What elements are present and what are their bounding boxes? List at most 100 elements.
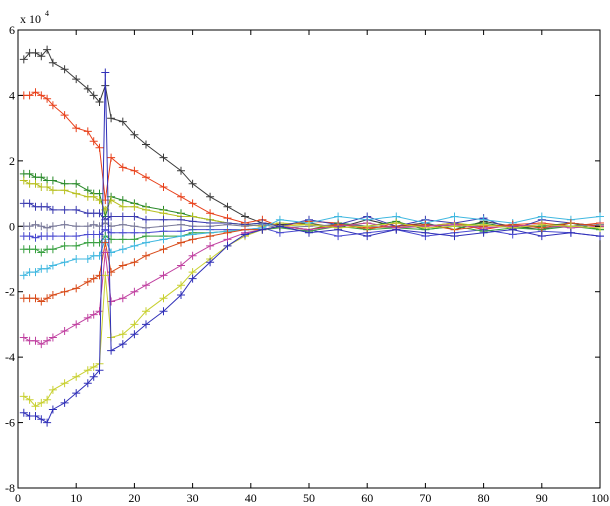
data-point-marker <box>118 235 127 244</box>
data-point-marker <box>188 251 197 260</box>
data-point-marker <box>37 398 46 407</box>
data-point-marker <box>72 189 81 198</box>
data-point-marker <box>72 255 81 263</box>
data-point-marker <box>31 412 40 420</box>
data-point-marker <box>159 235 168 244</box>
x-tick-label: 30 <box>187 491 199 505</box>
y-tick-label: -6 <box>5 416 15 430</box>
data-point-marker <box>83 84 92 93</box>
y-tick-label: 2 <box>9 154 15 168</box>
data-point-marker <box>43 45 52 54</box>
data-point-marker <box>118 340 127 349</box>
data-point-marker <box>101 248 110 257</box>
data-point-marker <box>107 346 116 355</box>
data-point-marker <box>596 232 604 241</box>
data-point-marker <box>43 395 52 404</box>
data-point-marker <box>25 222 34 231</box>
y-tick-label: 0 <box>9 219 15 233</box>
data-point-marker <box>72 389 81 398</box>
data-point-marker <box>118 294 127 303</box>
data-point-marker <box>107 153 116 162</box>
plot-frame <box>17 29 601 489</box>
data-point-marker <box>83 127 92 136</box>
data-point-marker <box>83 222 92 231</box>
data-point-marker <box>48 245 57 254</box>
data-point-marker <box>305 220 313 229</box>
data-point-marker <box>43 202 52 211</box>
tick-layer: 0 10 20 30 40 50 60 70 80 90 100 -8 -6 -4 -2 0 2 4 6 <box>5 23 609 505</box>
data-point-marker <box>19 55 28 64</box>
data-point-marker <box>31 220 40 229</box>
data-point-marker <box>596 212 604 221</box>
data-point-marker <box>19 408 28 417</box>
data-point-marker <box>118 163 127 172</box>
data-point-marker <box>89 220 98 229</box>
data-point-marker <box>508 225 517 234</box>
data-point-marker <box>305 228 313 237</box>
data-point-marker <box>31 336 40 345</box>
data-point-marker <box>142 215 150 224</box>
data-point-marker <box>48 186 57 195</box>
data-point-marker <box>450 222 459 231</box>
data-point-marker <box>60 205 69 214</box>
data-point-marker <box>334 212 343 221</box>
data-point-marker <box>37 415 46 424</box>
data-point-marker <box>60 379 69 388</box>
data-point-marker <box>31 245 40 254</box>
data-point-marker <box>37 340 46 349</box>
data-point-marker <box>223 241 232 250</box>
data-point-marker <box>48 205 57 214</box>
y-tick-label: 6 <box>9 23 15 37</box>
data-point-marker <box>31 88 40 97</box>
data-point-marker <box>537 220 546 229</box>
series-13 <box>19 68 604 427</box>
data-point-marker <box>142 205 150 214</box>
data-point-marker <box>130 258 139 267</box>
data-point-marker <box>421 228 430 237</box>
data-point-marker <box>479 228 488 237</box>
data-point-marker <box>89 274 98 283</box>
y-tick-label: -4 <box>5 350 15 364</box>
data-point-marker <box>83 366 92 375</box>
data-point-marker <box>72 241 81 250</box>
data-point-marker <box>48 405 57 414</box>
data-point-marker <box>95 143 104 152</box>
data-point-marker <box>43 336 52 345</box>
data-point-marker <box>130 241 139 250</box>
data-point-marker <box>89 137 98 146</box>
data-point-marker <box>60 241 69 250</box>
data-point-marker <box>188 274 197 283</box>
data-point-marker <box>48 232 57 241</box>
x-tick-label: 100 <box>591 491 609 505</box>
data-point-marker <box>43 418 52 427</box>
data-point-marker <box>188 179 197 188</box>
y-multiplier-exponent: 4 <box>45 9 49 18</box>
data-point-marker <box>142 320 150 329</box>
data-point-marker <box>95 366 104 375</box>
data-point-marker <box>19 392 28 401</box>
x-tick-label: 0 <box>15 491 21 505</box>
data-point-marker <box>118 117 127 126</box>
data-point-marker <box>537 212 546 221</box>
data-point-marker <box>142 307 150 316</box>
data-point-marker <box>48 58 57 67</box>
data-point-marker <box>83 277 92 286</box>
data-point-marker <box>60 232 69 241</box>
data-point-marker <box>363 232 372 241</box>
data-point-marker <box>48 385 57 394</box>
data-point-marker <box>37 52 46 61</box>
series-layer <box>19 45 604 427</box>
data-point-marker <box>241 230 249 239</box>
x-tick-label: 10 <box>70 491 82 505</box>
y-tick-label: -2 <box>5 285 15 299</box>
data-point-marker <box>72 232 81 241</box>
y-tick-label: -8 <box>5 481 15 495</box>
data-point-marker <box>83 313 92 322</box>
data-point-marker <box>334 225 343 234</box>
data-point-marker <box>25 232 34 241</box>
data-point-marker <box>48 333 57 342</box>
data-point-marker <box>206 232 215 241</box>
data-point-marker <box>159 153 168 162</box>
data-point-marker <box>177 238 185 247</box>
data-point-marker <box>60 65 69 74</box>
